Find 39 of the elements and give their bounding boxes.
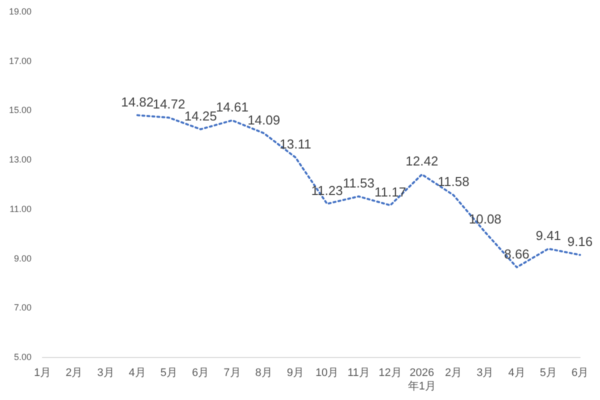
data-label: 8.66	[504, 246, 530, 262]
data-label: 11.58	[438, 174, 470, 190]
x-tick-label: 5月	[540, 367, 557, 380]
x-tick-label: 10月	[315, 367, 339, 380]
x-tick-label: 11月	[347, 367, 370, 380]
data-label: 14.61	[216, 99, 248, 114]
x-tick-label: 4月	[508, 367, 526, 380]
x-tick-label: 6月	[571, 367, 589, 380]
y-tick-label: 13.00	[8, 154, 32, 165]
x-tick-label: 9月	[286, 367, 304, 380]
y-tick-label: 5.00	[14, 352, 32, 362]
x-tick-label: 12月	[378, 367, 402, 380]
y-tick-label: 19.00	[8, 6, 32, 16]
data-label: 12.42	[406, 154, 438, 169]
x-tick-label: 3月	[476, 367, 494, 380]
y-tick-label: 9.00	[14, 253, 32, 264]
data-label: 14.72	[152, 96, 186, 112]
y-tick-label: 15.00	[8, 105, 32, 116]
x-tick-label: 7月	[224, 367, 241, 380]
data-label: 9.16	[567, 234, 593, 249]
data-label: 10.08	[468, 211, 502, 226]
y-tick-label: 7.00	[14, 302, 32, 313]
x-tick-label: 5月	[160, 367, 178, 380]
data-label: 9.41	[536, 228, 562, 243]
x-tick-label: 6月	[192, 367, 210, 380]
x-tick-label: 8月	[255, 367, 272, 380]
x-tick-label: 2月	[66, 367, 83, 380]
data-label: 11.53	[342, 175, 374, 190]
x-tick-label: 2026年1月	[408, 367, 436, 392]
x-tick-label: 3月	[97, 367, 114, 380]
x-tick-label: 1月	[34, 367, 52, 380]
data-label: 14.25	[184, 108, 217, 124]
x-tick-label: 4月	[128, 367, 146, 380]
y-tick-label: 17.00	[8, 56, 32, 66]
data-label: 13.11	[280, 136, 312, 152]
x-tick-label: 2月	[444, 367, 462, 380]
data-label: 14.82	[121, 94, 154, 110]
y-tick-label: 11.00	[10, 204, 32, 214]
data-label: 14.09	[248, 112, 280, 128]
